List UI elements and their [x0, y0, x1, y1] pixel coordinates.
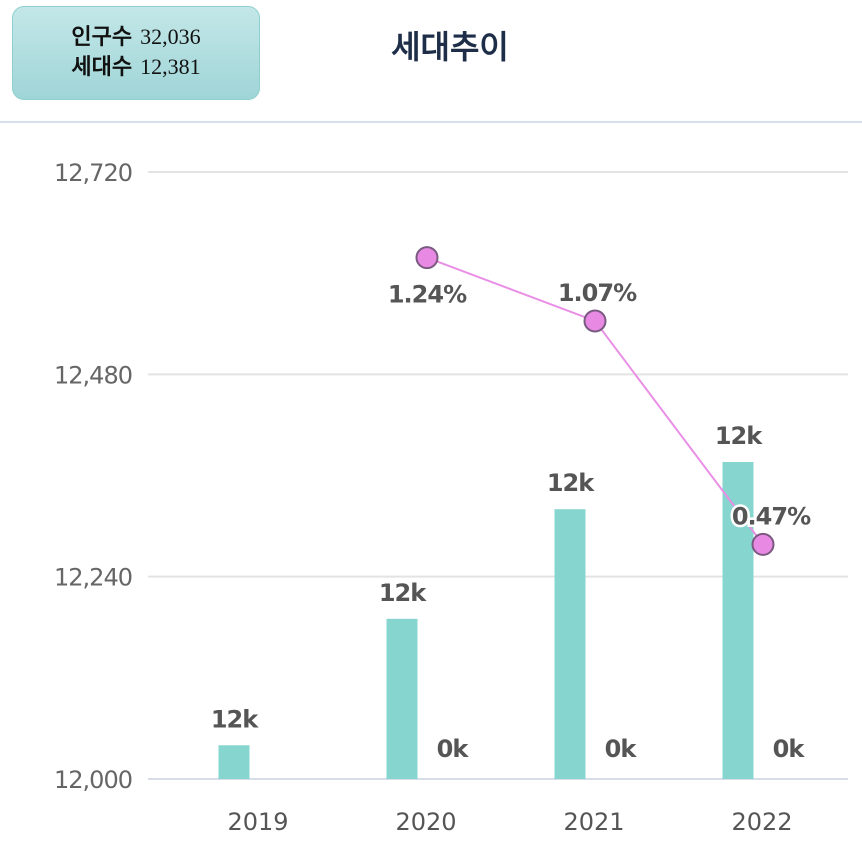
label-layer: 12,000 12,240 12,480 12,720 2019 2020 2021 2022… [54, 159, 815, 836]
bar-2022 [722, 462, 754, 779]
bar-2021 [554, 509, 586, 779]
increase-value-label: 0k [605, 735, 638, 763]
bar-layer [218, 462, 754, 779]
bar-value-label: 12k [379, 579, 427, 607]
population-row: 인구수 32,036 [71, 23, 200, 53]
growth-rate-point-2022 [751, 532, 775, 556]
increase-value-label: 0k [437, 735, 470, 763]
bar-value-label: 12k [211, 705, 259, 733]
growth-rate-label: 0.47% [732, 502, 811, 530]
y-tick-label: 12,000 [54, 766, 132, 794]
population-label: 인구수 [71, 25, 133, 50]
growth-rate-label: 1.07% [558, 279, 637, 307]
x-tick-label: 2021 [563, 808, 624, 836]
growth-rate-label: 1.24% [388, 281, 467, 309]
header-divider [0, 121, 862, 123]
bar-value-label: 12k [547, 469, 595, 497]
x-tick-label: 2020 [395, 808, 456, 836]
x-tick-label: 2022 [731, 808, 792, 836]
bar-value-label: 12k [715, 422, 763, 450]
x-tick-label: 2019 [227, 808, 288, 836]
y-tick-label: 12,720 [54, 159, 132, 187]
population-value: 32,036 [140, 24, 201, 49]
line-layer [415, 246, 775, 556]
y-tick-label: 12,480 [54, 361, 132, 389]
bar-2020 [386, 618, 418, 779]
chart-title: 세대추이 [391, 28, 509, 66]
households-label: 세대수 [71, 55, 133, 80]
y-tick-label: 12,240 [54, 564, 132, 592]
households-row: 세대수 12,381 [71, 53, 200, 83]
summary-box: 인구수 32,036 세대수 12,381 [12, 6, 260, 100]
growth-rate-point-2021 [583, 309, 607, 333]
growth-rate-point-2020 [415, 246, 439, 270]
households-value: 12,381 [140, 54, 201, 79]
increase-value-label: 0k [773, 735, 806, 763]
bar-2019 [218, 745, 250, 779]
